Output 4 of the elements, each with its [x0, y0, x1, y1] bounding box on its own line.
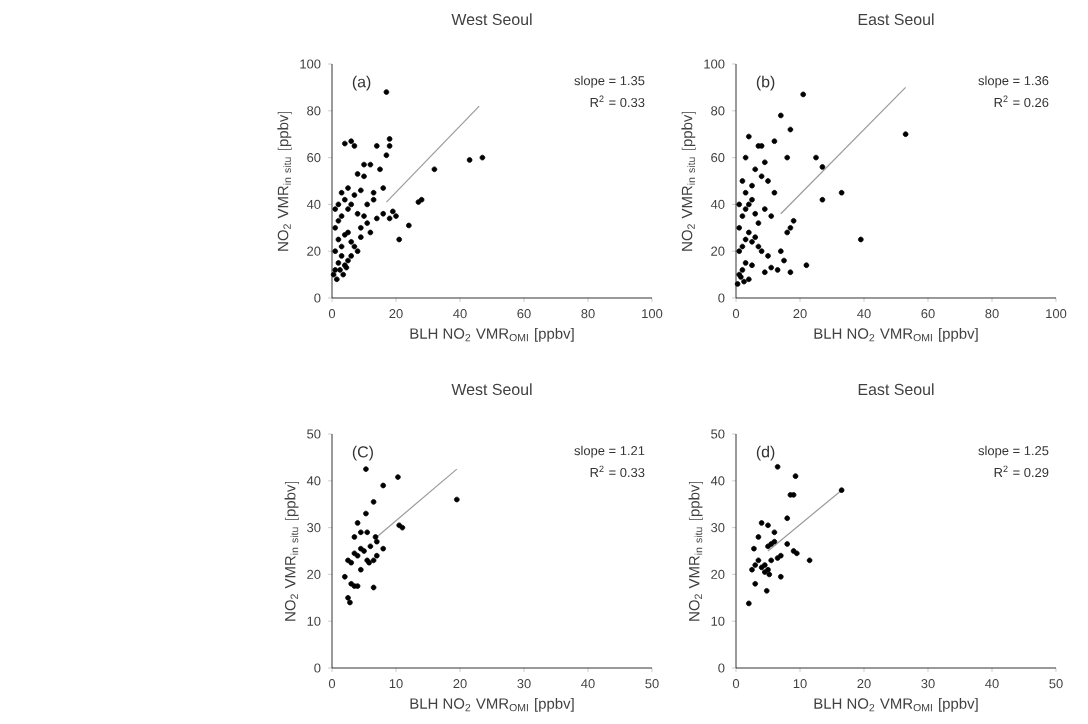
y-axis-title: $\mathrm{NO_{2}\ VMR_{in\ situ}\ [ppbv]}$	[277, 112, 292, 251]
y-axis-title: $\mathrm{NO_{2}\ VMR_{in\ situ}\ [ppbv]}$	[688, 482, 703, 621]
y-axis-title: $\mathrm{NO_{2}\ VMR_{in\ situ}\ [ppbv]}$	[681, 112, 696, 251]
y-axis-title: $\mathrm{NO_{2}\ VMR_{in\ situ}\ [ppbv]}$	[284, 482, 299, 621]
